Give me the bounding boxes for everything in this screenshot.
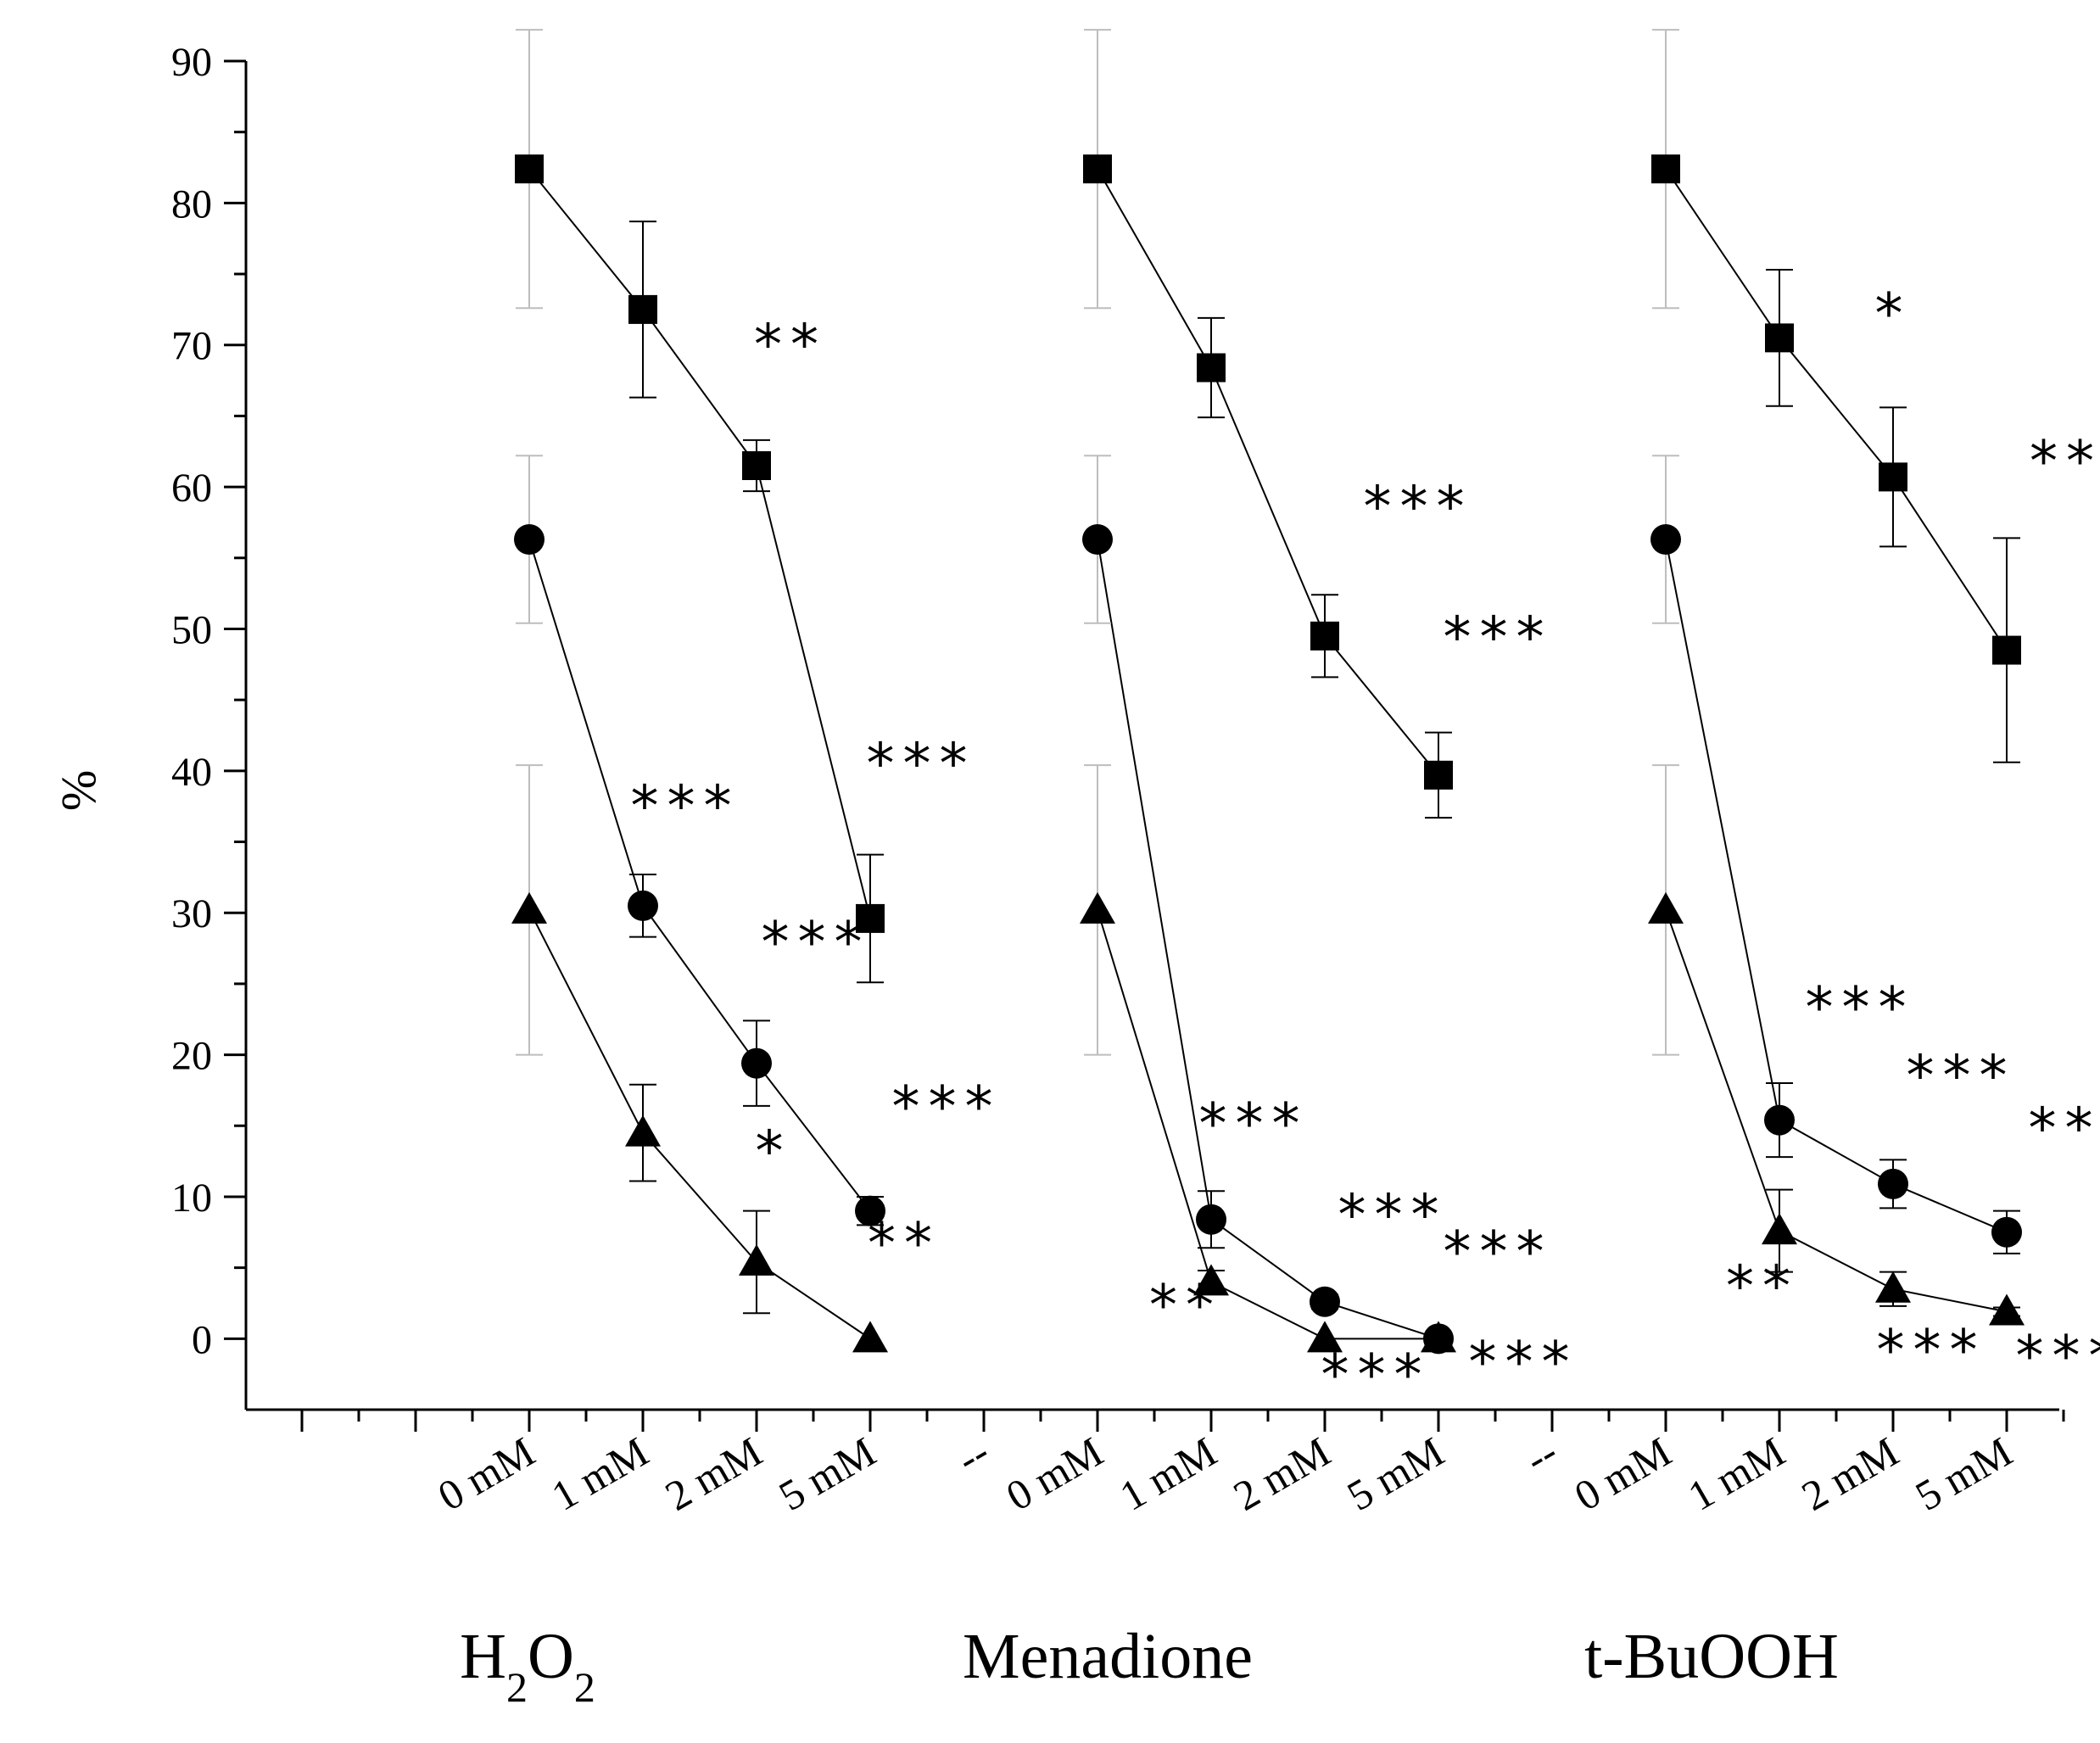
square-marker: [856, 903, 885, 933]
group-label: H2O2: [460, 1621, 595, 1711]
significance-label: ***: [2016, 1324, 2100, 1389]
triangle-series-line: [528, 909, 871, 1340]
significance-label: **: [868, 1210, 941, 1276]
significance-label: ***: [2029, 1096, 2100, 1161]
y-axis-label: %: [51, 770, 106, 811]
x-tick-label: 5 mM: [1339, 1427, 1452, 1520]
square-marker: [1197, 353, 1226, 383]
axes: 0 10 20 30 40 50 60 70 80 90%: [51, 40, 2065, 1432]
triangle-marker: [1080, 891, 1115, 924]
x-tick-label: --: [949, 1427, 997, 1483]
significance-label: *: [756, 1119, 792, 1184]
square-series-line: [528, 168, 871, 919]
circle-series-line: [1097, 539, 1439, 1340]
triangle-series-line: [1097, 909, 1438, 1340]
triangle-marker: [1421, 1321, 1456, 1353]
square-marker: [1879, 462, 1907, 492]
significance-label: ***: [1364, 474, 1473, 539]
x-tick-label: 0 mM: [430, 1427, 543, 1520]
triangle-marker: [511, 891, 547, 924]
triangle-marker: [739, 1243, 774, 1276]
square-series-line: [1097, 168, 1439, 776]
x-tick-label: --: [1517, 1427, 1566, 1483]
circle-marker: [1991, 1216, 2022, 1248]
group-label: Menadione: [963, 1621, 1253, 1692]
triangle-marker: [1648, 891, 1684, 924]
triangle-series-line: [1665, 909, 2008, 1313]
square-marker: [1083, 154, 1112, 184]
circle-marker: [514, 524, 545, 556]
y-tick-label: 10: [171, 1176, 212, 1221]
significance-label: ***: [1199, 1092, 1309, 1157]
y-tick-label: 60: [171, 466, 212, 511]
significance-label: **: [2030, 429, 2100, 494]
triangle-marker: [1193, 1264, 1229, 1296]
triangle-marker: [1307, 1321, 1343, 1353]
significance-label: ***: [1877, 1318, 1986, 1383]
square-marker: [1310, 621, 1339, 651]
significance-label: ***: [762, 910, 871, 975]
y-tick-label: 70: [171, 324, 212, 369]
significance-label: ***: [631, 774, 740, 839]
circle-series-line: [1665, 539, 2008, 1233]
y-tick-label: 20: [171, 1034, 212, 1079]
circle-marker: [1196, 1204, 1226, 1235]
y-tick-label: 30: [171, 891, 212, 936]
triangle-marker: [852, 1321, 888, 1353]
significance-label: **: [754, 312, 827, 377]
circle-marker: [741, 1047, 772, 1079]
significance-label: **: [1726, 1254, 1799, 1319]
square-marker: [515, 154, 544, 184]
x-tick-label: 5 mM: [1907, 1427, 2020, 1520]
plot-area: [511, 29, 2025, 1355]
x-tick-label: 2 mM: [1794, 1427, 1907, 1520]
circle-marker: [855, 1195, 885, 1226]
circle-marker: [628, 890, 658, 921]
x-tick-label: 2 mM: [657, 1427, 770, 1520]
significance-label: ***: [1469, 1329, 1578, 1394]
square-marker: [1765, 323, 1794, 353]
square-marker: [1992, 635, 2021, 665]
significance-label: ***: [867, 731, 976, 796]
x-tick-label: 1 mM: [544, 1427, 656, 1520]
x-tick-label: 0 mM: [1567, 1427, 1679, 1520]
significance-label: ***: [1907, 1043, 2016, 1109]
group-label: t-BuOOH: [1584, 1621, 1839, 1692]
significance-label: *: [1875, 281, 1912, 346]
circle-marker: [1650, 524, 1681, 556]
circle-marker: [1764, 1104, 1795, 1136]
triangle-marker: [1762, 1213, 1797, 1245]
circle-marker: [1082, 524, 1113, 556]
triangle-marker: [625, 1115, 661, 1147]
triangle-marker: [1875, 1271, 1911, 1303]
circle-marker: [1310, 1286, 1340, 1317]
significance-label: ***: [1444, 1219, 1553, 1284]
square-marker: [742, 451, 771, 480]
y-tick-label: 0: [192, 1317, 212, 1362]
significance-label: ***: [1806, 975, 1915, 1041]
x-tick-label: 5 mM: [771, 1427, 884, 1520]
significance-label: ***: [1444, 605, 1553, 670]
significance-label: ***: [892, 1075, 1002, 1140]
y-tick-label: 90: [171, 40, 212, 85]
y-tick-label: 40: [171, 750, 212, 795]
y-tick-label: 50: [171, 607, 212, 652]
square-marker: [1651, 154, 1680, 184]
square-marker: [628, 294, 657, 324]
x-tick-label: 1 mM: [1112, 1427, 1225, 1520]
y-tick-label: 80: [171, 182, 212, 226]
x-tick-label: 2 mM: [1226, 1427, 1338, 1520]
x-tick-label: 0 mM: [998, 1427, 1111, 1520]
significance-label: **: [1149, 1272, 1222, 1338]
circle-series-line: [528, 539, 871, 1212]
circle-marker: [1878, 1168, 1908, 1199]
square-series-line: [1665, 168, 2008, 651]
significance-label: ***: [1321, 1342, 1431, 1407]
triangle-marker: [1989, 1293, 2025, 1326]
significance-label: ***: [1338, 1182, 1448, 1248]
x-tick-label: 1 mM: [1680, 1427, 1793, 1520]
square-marker: [1424, 760, 1453, 790]
